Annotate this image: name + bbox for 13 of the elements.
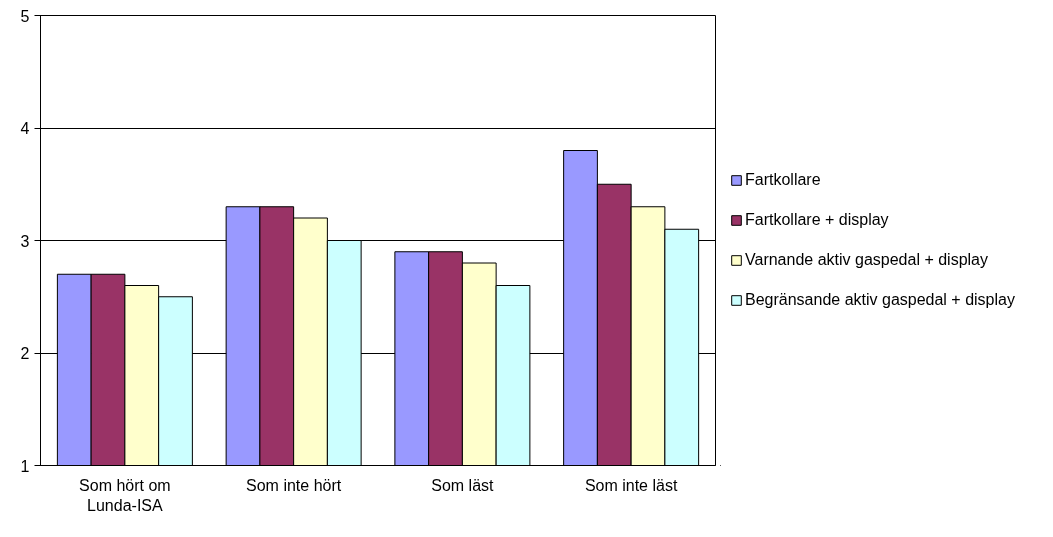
legend-label: Begränsande aktiv gaspedal + display — [745, 291, 1015, 309]
legend-label: Varnande aktiv gaspedal + display — [745, 251, 988, 269]
x-tick-label: Som läst — [431, 476, 495, 494]
x-tick-label: Som inte läst — [584, 476, 678, 494]
y-tick-label: 1 — [20, 457, 30, 475]
y-tick-label: 4 — [20, 120, 30, 137]
x-tick-label: Som inte hört — [246, 476, 342, 494]
y-tick-label: 5 — [20, 7, 30, 25]
y-tick-label: 3 — [20, 232, 30, 250]
x-tick-label: Som hört om Lunda-ISA — [79, 476, 171, 514]
y-tick-label: 2 — [20, 345, 30, 362]
legend-label: Fartkollare — [745, 171, 821, 189]
legend-label: Fartkollare + display — [745, 211, 889, 229]
